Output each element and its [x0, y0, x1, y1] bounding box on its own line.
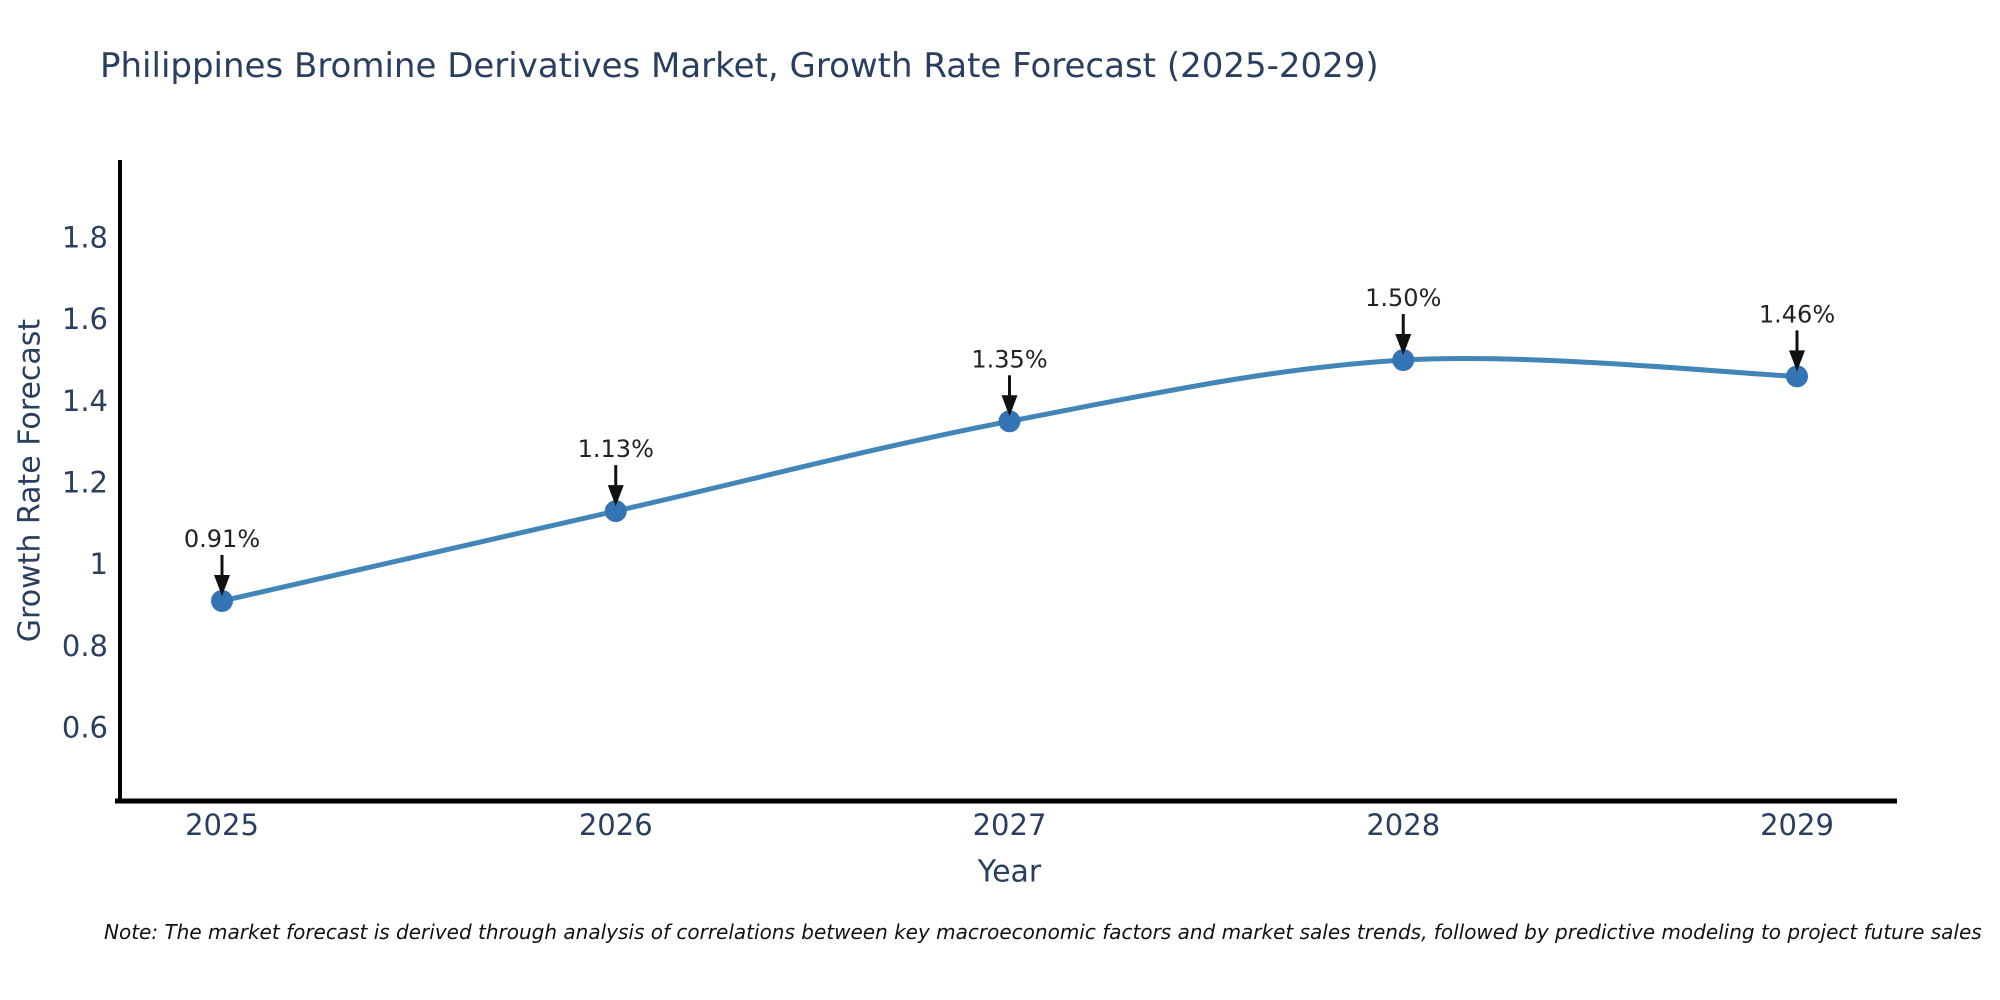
y-tick-labels: 0.6 0.8 1 1.2 1.4 1.6 1.8 [62, 221, 108, 745]
annotation-arrowhead-icon [607, 485, 624, 507]
series-markers [211, 349, 1808, 612]
x-tick-labels: 2025 2026 2027 2028 2029 [185, 808, 1834, 842]
y-tick-label: 1.4 [62, 384, 108, 418]
x-tick-label: 2027 [973, 808, 1047, 842]
y-tick-label: 1.6 [62, 302, 108, 336]
data-point-marker [604, 500, 627, 523]
x-tick-label: 2026 [579, 808, 653, 842]
data-point-marker [1392, 349, 1415, 372]
data-point-label: 1.35% [971, 345, 1047, 373]
y-tick-label: 0.8 [62, 629, 108, 663]
data-point-marker [1786, 365, 1808, 388]
y-tick-label: 1 [90, 547, 108, 581]
data-point-label: 1.50% [1365, 284, 1441, 312]
annotation-arrowhead-icon [1001, 395, 1018, 417]
axes [115, 160, 1897, 804]
x-tick-label: 2028 [1366, 808, 1440, 842]
chart-title: Philippines Bromine Derivatives Market, … [100, 46, 1379, 86]
footnote: Note: The market forecast is derived thr… [104, 920, 1982, 944]
y-tick-label: 1.8 [62, 221, 108, 255]
y-tick-label: 1.2 [62, 466, 108, 500]
annotation-arrowhead-icon [1395, 334, 1412, 356]
y-tick-label: 0.6 [62, 711, 108, 745]
data-point-marker [998, 410, 1021, 433]
data-point-marker [211, 589, 233, 612]
data-point-label: 0.91% [184, 525, 260, 553]
x-tick-label: 2029 [1760, 808, 1834, 842]
x-axis-title: Year [977, 855, 1042, 890]
data-point-label: 1.46% [1759, 300, 1835, 328]
y-axis-title: Growth Rate Forecast [13, 319, 48, 643]
annotation-arrowhead-icon [214, 574, 230, 596]
annotations: 0.91% 1.13% 1.35% 1.50% 1.46% [184, 284, 1835, 596]
x-tick-label: 2025 [185, 808, 259, 842]
data-point-label: 1.13% [578, 435, 654, 463]
annotation-arrowhead-icon [1789, 350, 1805, 372]
